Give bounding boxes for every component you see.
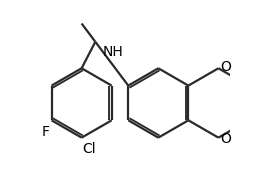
Text: NH: NH	[102, 45, 123, 59]
Text: O: O	[221, 60, 231, 74]
Text: O: O	[221, 132, 231, 146]
Text: F: F	[42, 125, 50, 139]
Text: Cl: Cl	[83, 142, 96, 156]
